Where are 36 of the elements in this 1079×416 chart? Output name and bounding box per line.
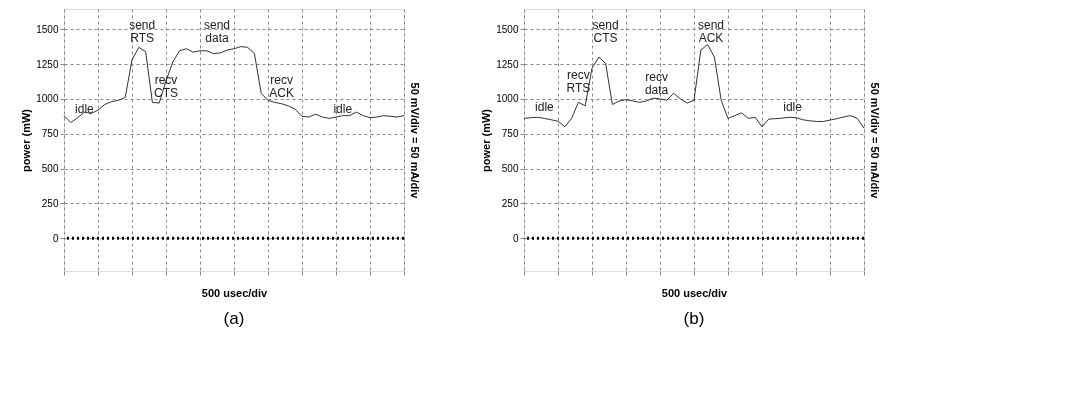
y-tick-label: 0	[512, 232, 519, 244]
y-tick-label: 1500	[36, 23, 59, 35]
y-tick-label: 500	[501, 163, 519, 175]
y-axis-title: power (mW)	[480, 108, 493, 172]
text: (a)	[223, 308, 245, 328]
y2-axis-title: 50 mV/div = 50 mA/div	[868, 82, 881, 200]
annotation: idle	[535, 100, 555, 115]
text: (b)	[683, 308, 705, 328]
annotation: send ACK	[697, 17, 725, 45]
annotation: idle	[75, 101, 95, 116]
y-tick-label: 1000	[496, 93, 519, 105]
annotation: send RTS	[129, 17, 156, 45]
annotation: send CTS	[592, 17, 619, 45]
annotation: send data	[203, 17, 231, 45]
y-tick-label: 750	[41, 128, 59, 140]
x-axis-title: 500 usec/div	[661, 287, 729, 299]
annotation: recv RTS	[566, 67, 591, 95]
y-tick-label: 1500	[496, 23, 519, 35]
y-tick-label: 750	[501, 128, 519, 140]
annotation: recv ACK	[269, 72, 294, 100]
annotation: idle	[783, 100, 803, 115]
y-tick-label: 1250	[496, 58, 519, 70]
line-series	[63, 46, 405, 124]
annotation: idle	[333, 101, 353, 116]
y-tick-label: 250	[501, 197, 519, 209]
y-axis-title: power (mW)	[20, 108, 33, 172]
y-tick-label: 500	[41, 163, 59, 175]
annotation: recv data	[644, 70, 669, 98]
y-tick-label: 1250	[36, 58, 59, 70]
y-tick-label: 0	[52, 232, 59, 244]
y-tick-label: 250	[41, 197, 59, 209]
annotation: recv CTS	[154, 72, 178, 100]
y2-axis-title: 50 mV/div = 50 mA/div	[408, 82, 421, 200]
x-axis-title: 500 usec/div	[201, 287, 269, 299]
y-tick-label: 1000	[36, 93, 59, 105]
line-series	[523, 44, 865, 129]
